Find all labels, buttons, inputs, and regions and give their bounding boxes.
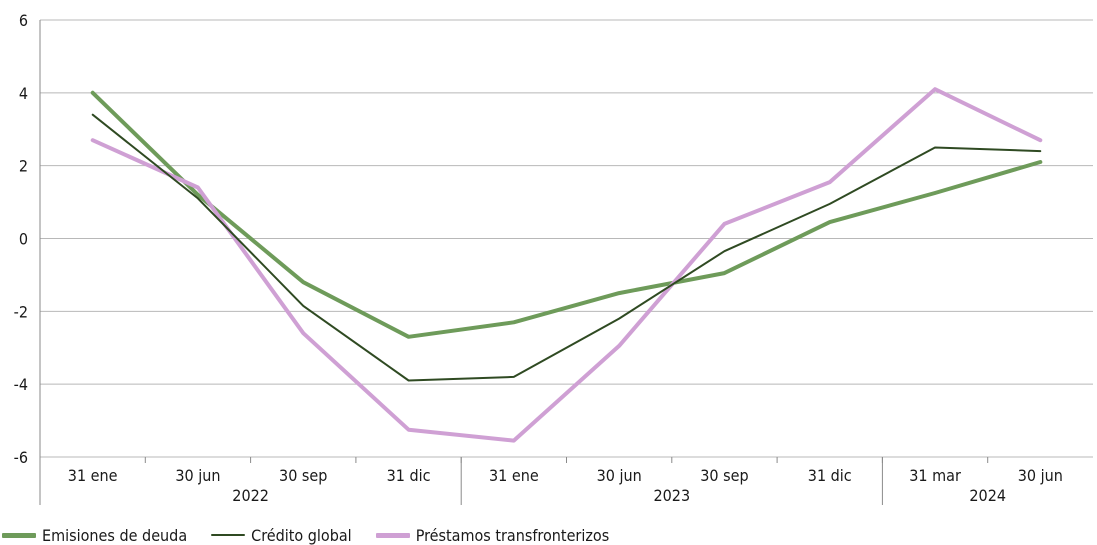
legend-item: Préstamos transfronterizos	[375, 525, 610, 545]
legend-label: Crédito global	[251, 525, 352, 545]
x-tick-label: 30 sep	[279, 466, 327, 485]
tick-labels: -6 -4 -2 0 2 4 6 2022 2023 2024 31 ene 30 jun 30 sep…	[14, 11, 1063, 505]
series-lines	[90, 87, 1043, 443]
y-tick-label: 4	[19, 84, 28, 103]
year-label: 2024	[969, 486, 1006, 505]
y-tick-label: 2	[19, 157, 28, 176]
x-tick-label: 30 jun	[597, 466, 642, 485]
legend-swatch	[211, 534, 246, 536]
legend-item: Crédito global	[211, 526, 352, 545]
legend-label: Emisiones de deuda	[42, 525, 188, 545]
x-tick-label: 30 sep	[700, 466, 748, 485]
legend-label: Préstamos transfronterizos	[415, 525, 610, 545]
gridlines	[40, 19, 1093, 458]
year-label: 2023	[653, 486, 690, 505]
y-tick-label: 6	[19, 11, 28, 30]
series-line-credito-global	[91, 113, 1042, 382]
x-tick-label: 30 jun	[175, 466, 220, 485]
year-label: 2022	[232, 486, 269, 505]
series-line-emisiones-de-deuda	[90, 90, 1043, 339]
axes	[39, 20, 989, 505]
legend-swatch	[375, 532, 410, 538]
legend: Emisiones de deuda Crédito global Préstamo…	[2, 525, 633, 545]
y-tick-label: -2	[14, 302, 28, 321]
y-tick-label: -4	[14, 375, 28, 394]
x-tick-label: 31 dic	[387, 466, 431, 485]
y-tick-label: 0	[19, 230, 28, 249]
series-line-prestamos-transfronterizos	[90, 87, 1043, 443]
y-tick-label: -6	[14, 448, 28, 467]
x-tick-label: 31 mar	[909, 466, 961, 485]
x-tick-label: 31 dic	[808, 466, 852, 485]
legend-swatch	[2, 532, 36, 538]
x-tick-label: 31 ene	[489, 466, 539, 485]
x-tick-label: 30 jun	[1018, 466, 1063, 485]
x-tick-label: 31 ene	[68, 466, 118, 485]
legend-item: Emisiones de deuda	[2, 526, 187, 545]
line-chart: -6 -4 -2 0 2 4 6 2022 2023 2024 31 ene 30 jun 30 sep…	[14, 11, 1093, 505]
